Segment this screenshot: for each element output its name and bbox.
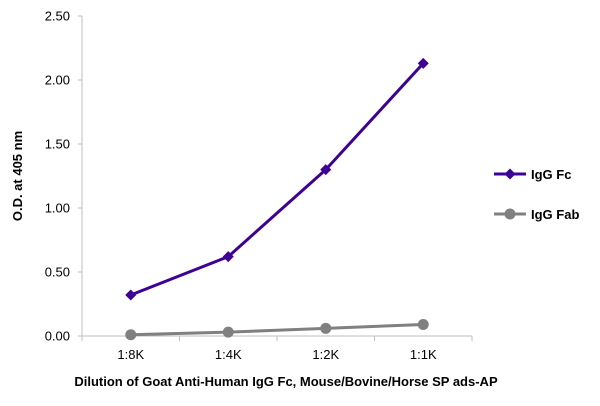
y-tick-label: 1.00 <box>45 201 70 216</box>
data-point <box>222 251 234 263</box>
x-axis-title: Dilution of Goat Anti-Human IgG Fc, Mous… <box>74 374 498 389</box>
legend-label: IgG Fab <box>531 207 579 222</box>
series-line <box>129 61 425 297</box>
x-tick-label: 1:1K <box>410 347 437 362</box>
y-tick-label: 1.50 <box>45 137 70 152</box>
series-line <box>129 322 425 337</box>
legend-marker <box>504 208 516 220</box>
data-point <box>417 57 429 69</box>
series-group <box>125 57 429 341</box>
x-tick-label: 1:4K <box>215 347 242 362</box>
series-0 <box>125 57 429 301</box>
data-point <box>222 326 234 338</box>
data-point <box>417 318 429 330</box>
legend-marker <box>504 168 516 180</box>
legend: IgG Fc IgG Fab <box>494 167 579 222</box>
y-tick-labels: 0.00 0.50 1.00 1.50 2.00 2.50 <box>45 9 82 344</box>
x-tick-labels: 1:8K 1:4K 1:2K 1:1K <box>81 336 473 362</box>
y-tick-label: 0.00 <box>45 329 70 344</box>
x-tick-label: 1:8K <box>117 347 144 362</box>
series-1 <box>125 318 429 341</box>
y-tick-label: 2.50 <box>45 9 70 24</box>
y-axis-title: O.D. at 405 nm <box>10 131 25 221</box>
data-point <box>125 289 137 301</box>
y-tick-label: 0.50 <box>45 265 70 280</box>
legend-item: IgG Fab <box>494 207 579 222</box>
data-point <box>320 322 332 334</box>
legend-label: IgG Fc <box>531 167 571 182</box>
data-point <box>320 164 332 176</box>
data-point <box>125 329 137 341</box>
legend-item: IgG Fc <box>494 167 571 182</box>
x-tick-label: 1:2K <box>312 347 339 362</box>
y-tick-label: 2.00 <box>45 73 70 88</box>
